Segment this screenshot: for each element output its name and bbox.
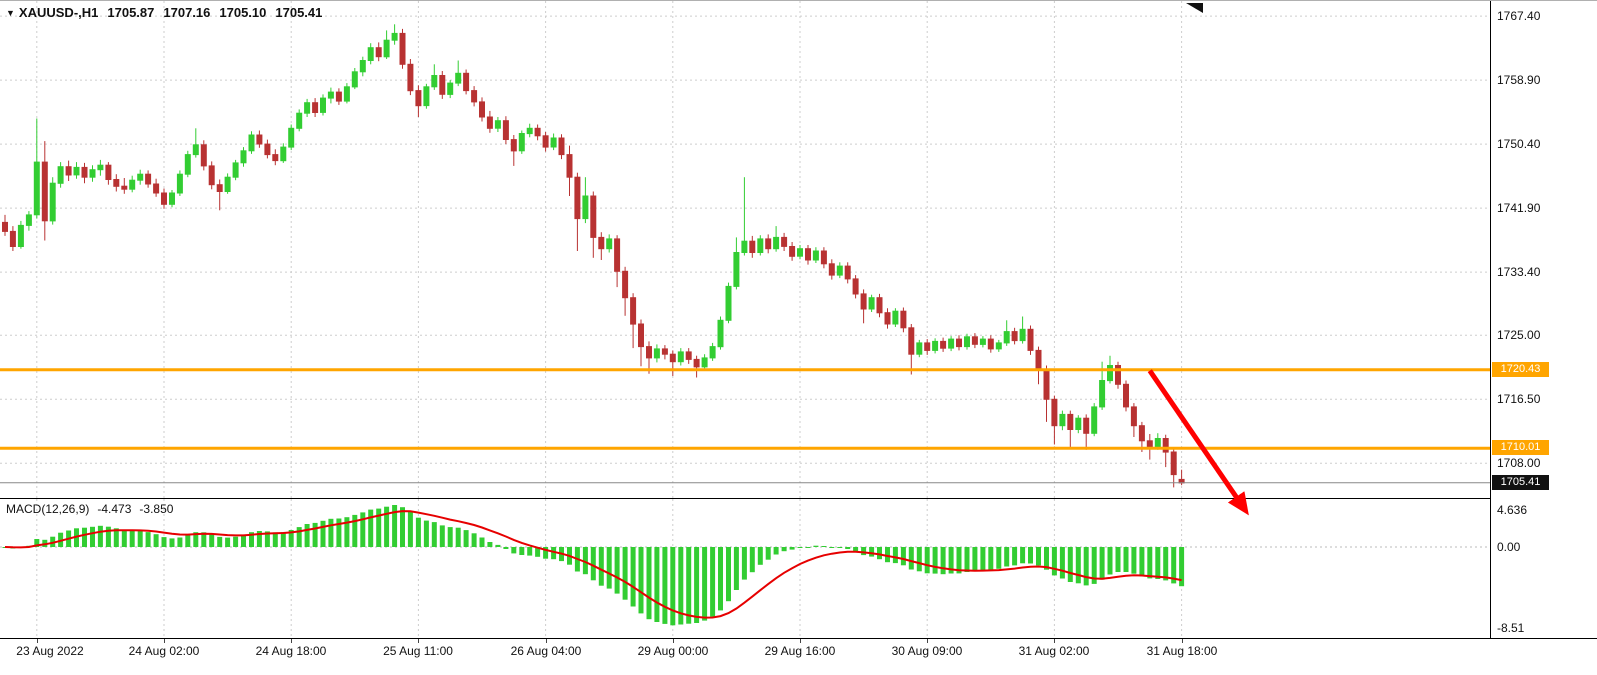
chart-shift-marker-icon bbox=[1186, 3, 1203, 13]
macd-indicator-panel[interactable]: MACD(12,26,9) -4.473 -3.850 bbox=[0, 499, 1490, 638]
price-axis-label: 1767.40 bbox=[1497, 9, 1541, 23]
price-axis-label: 1716.50 bbox=[1497, 392, 1541, 406]
candles-series bbox=[2, 24, 1185, 488]
macd-signal-value: -3.850 bbox=[139, 502, 174, 516]
time-axis-label: 24 Aug 18:00 bbox=[255, 644, 327, 658]
macd-axis-label: -8.51 bbox=[1497, 621, 1525, 635]
time-axis-label: 29 Aug 00:00 bbox=[637, 644, 709, 658]
time-axis-tick bbox=[546, 639, 547, 643]
price-axis-label: 1750.40 bbox=[1497, 137, 1541, 151]
symbol-timeframe-label: XAUUSD-,H1 bbox=[18, 5, 99, 20]
time-axis-label: 26 Aug 04:00 bbox=[510, 644, 582, 658]
chart-ohlc-header: ▼ XAUUSD-,H1 1705.87 1707.16 1705.10 1705.41 bbox=[6, 5, 322, 20]
hline-price-label: 1720.43 bbox=[1492, 362, 1549, 377]
price-axis-label: 1708.00 bbox=[1497, 456, 1541, 470]
time-axis-tick bbox=[1182, 639, 1183, 643]
time-axis-label: 31 Aug 02:00 bbox=[1018, 644, 1090, 658]
time-axis-tick bbox=[164, 639, 165, 643]
macd-label: MACD(12,26,9) bbox=[6, 502, 90, 516]
ohlc-high-value: 1707.16 bbox=[163, 5, 211, 20]
macd-axis-label: 4.636 bbox=[1497, 503, 1528, 517]
time-axis-tick bbox=[927, 639, 928, 643]
time-axis-tick bbox=[418, 639, 419, 643]
time-axis-label: 25 Aug 11:00 bbox=[383, 644, 453, 658]
price-axis-label: 1758.90 bbox=[1497, 73, 1541, 87]
time-axis-tick bbox=[673, 639, 674, 643]
macd-header: MACD(12,26,9) -4.473 -3.850 bbox=[6, 502, 173, 516]
time-axis-label: 30 Aug 09:00 bbox=[891, 644, 963, 658]
time-axis-label: 31 Aug 18:00 bbox=[1146, 644, 1218, 658]
ohlc-low-value: 1705.10 bbox=[219, 5, 267, 20]
price-axis-label: 1741.90 bbox=[1497, 201, 1541, 215]
macd-signal-line bbox=[4, 510, 1182, 619]
macd-chart[interactable] bbox=[0, 499, 1490, 638]
macd-main-value: -4.473 bbox=[97, 502, 132, 516]
macd-histogram bbox=[2, 505, 1185, 626]
time-axis-tick bbox=[37, 639, 38, 643]
time-axis[interactable]: 23 Aug 2022 24 Aug 02:00 24 Aug 18:00 25 Au… bbox=[0, 638, 1597, 661]
main-chart-area[interactable]: ▼ XAUUSD-,H1 1705.87 1707.16 1705.10 1705.41 bbox=[0, 1, 1490, 499]
time-axis-label: 24 Aug 02:00 bbox=[128, 644, 200, 658]
symbol-dropdown-icon[interactable]: ▼ bbox=[6, 8, 15, 18]
price-axis[interactable]: 1767.40 1758.90 1750.40 1741.90 1733.40 1725.… bbox=[1490, 1, 1597, 639]
current-price-label: 1705.41 bbox=[1492, 475, 1549, 490]
time-axis-tick bbox=[291, 639, 292, 643]
price-axis-label: 1725.00 bbox=[1497, 328, 1541, 342]
time-axis-label: 29 Aug 16:00 bbox=[764, 644, 836, 658]
ohlc-close-value: 1705.41 bbox=[275, 5, 323, 20]
price-axis-label: 1733.40 bbox=[1497, 265, 1541, 279]
time-axis-tick bbox=[1054, 639, 1055, 643]
hline-price-label: 1710.01 bbox=[1492, 440, 1549, 455]
candlestick-chart[interactable] bbox=[0, 1, 1490, 498]
time-axis-tick bbox=[800, 639, 801, 643]
macd-axis-label: 0.00 bbox=[1497, 540, 1521, 554]
time-axis-label: 23 Aug 2022 bbox=[16, 644, 84, 658]
ohlc-open-value: 1705.87 bbox=[107, 5, 155, 20]
